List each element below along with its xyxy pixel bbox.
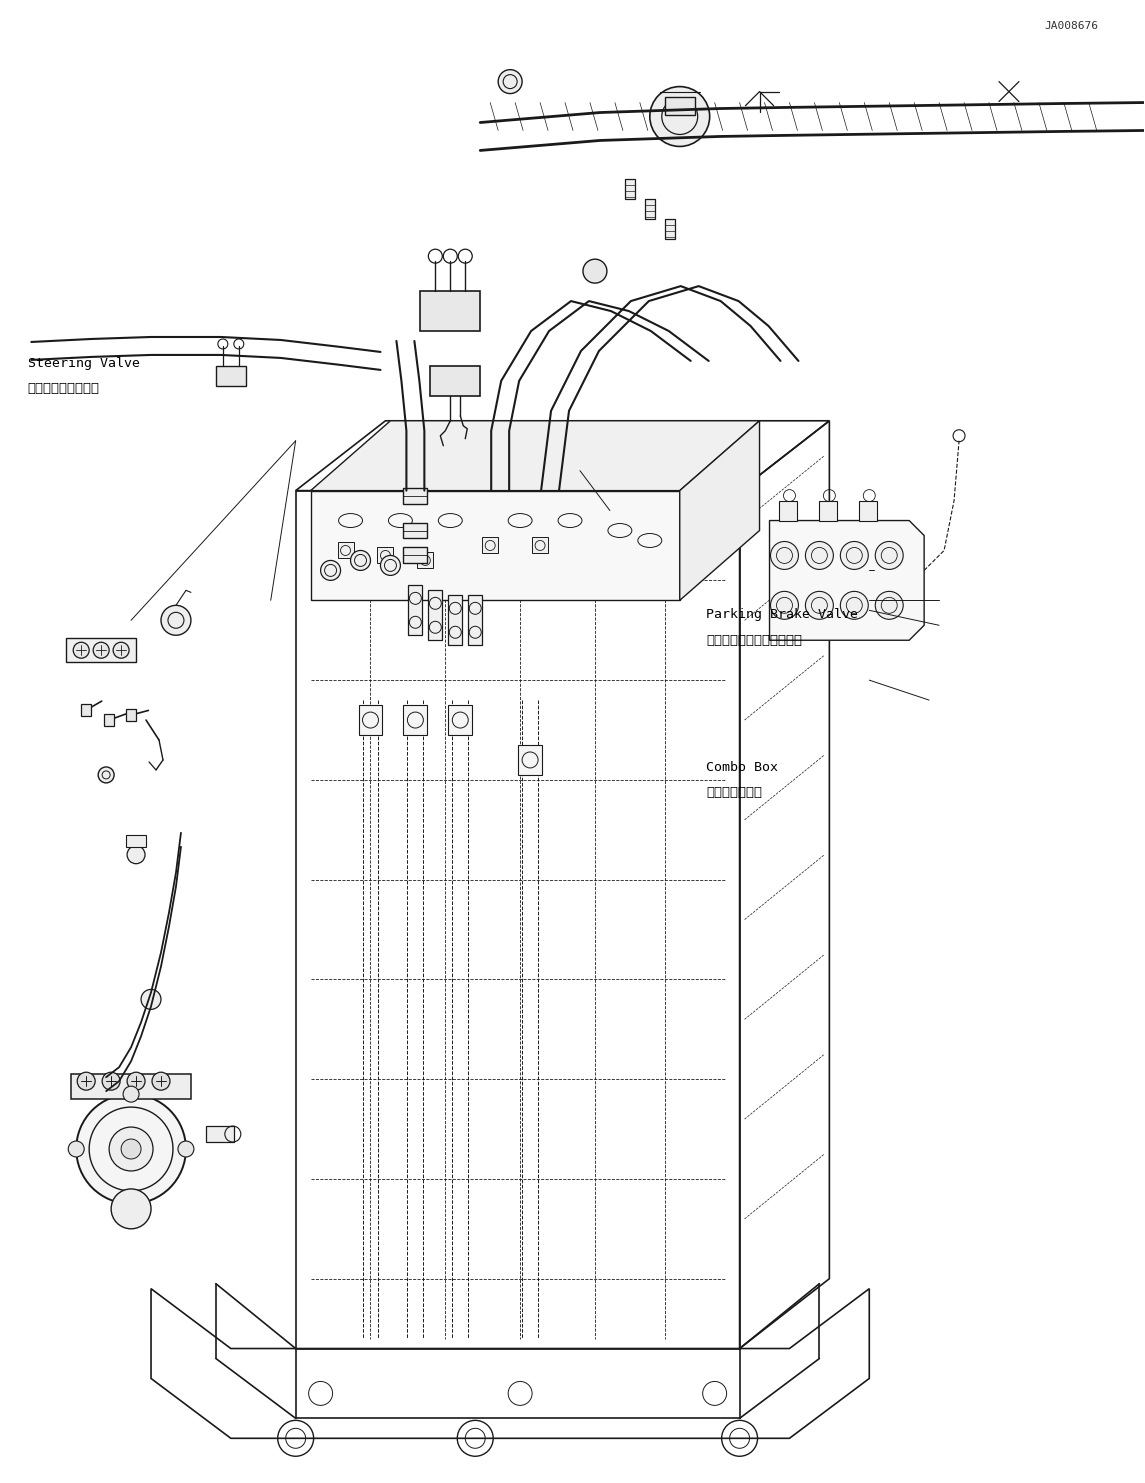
Circle shape (141, 989, 161, 1010)
Bar (403, 488, 427, 504)
Circle shape (124, 1086, 139, 1102)
Bar (126, 835, 147, 847)
Bar (104, 715, 114, 727)
Circle shape (121, 1139, 141, 1160)
Circle shape (805, 541, 834, 569)
Bar (665, 219, 674, 239)
Bar (780, 501, 797, 521)
Text: コンボボックス: コンボボックス (706, 786, 763, 799)
Bar (625, 179, 634, 199)
Circle shape (583, 260, 607, 283)
Circle shape (109, 1127, 153, 1172)
Circle shape (650, 86, 710, 147)
Circle shape (177, 1140, 194, 1157)
Polygon shape (769, 521, 924, 641)
Text: ステアリングバルブ: ステアリングバルブ (27, 383, 100, 394)
Text: Combo Box: Combo Box (706, 761, 779, 774)
Text: パーキングブレーキバルブ: パーキングブレーキバルブ (706, 633, 803, 647)
Circle shape (113, 642, 129, 658)
Bar (532, 537, 548, 553)
Circle shape (77, 1072, 95, 1090)
Circle shape (840, 592, 868, 620)
Bar (468, 595, 482, 645)
Circle shape (124, 1195, 139, 1212)
Text: JA008676: JA008676 (1044, 21, 1098, 31)
Bar (418, 553, 433, 568)
Bar (81, 704, 92, 716)
Circle shape (771, 592, 798, 620)
Bar (420, 291, 480, 331)
Circle shape (77, 1094, 185, 1204)
Bar (449, 595, 463, 645)
Bar (206, 1126, 234, 1142)
Circle shape (73, 642, 89, 658)
Bar (409, 586, 423, 635)
Bar (358, 704, 382, 736)
Circle shape (127, 845, 145, 863)
Circle shape (380, 556, 401, 575)
Bar (216, 366, 246, 386)
Bar (449, 704, 472, 736)
Bar (403, 547, 427, 564)
Circle shape (93, 642, 109, 658)
Circle shape (102, 1072, 120, 1090)
Bar (859, 501, 877, 521)
Circle shape (953, 430, 965, 442)
Bar (378, 547, 394, 564)
Circle shape (840, 541, 868, 569)
Polygon shape (310, 421, 759, 491)
Bar (66, 638, 136, 663)
Bar (338, 543, 354, 559)
Text: Steering Valve: Steering Valve (27, 357, 140, 369)
Bar (431, 366, 480, 396)
Bar (519, 744, 542, 776)
Circle shape (875, 541, 903, 569)
Bar (428, 590, 442, 641)
Circle shape (161, 605, 191, 635)
Bar (126, 709, 136, 721)
Polygon shape (680, 421, 759, 601)
Bar (71, 1074, 191, 1099)
Circle shape (127, 1072, 145, 1090)
Text: Parking Brake Valve: Parking Brake Valve (706, 608, 858, 621)
Circle shape (69, 1140, 85, 1157)
Polygon shape (310, 491, 680, 601)
Bar (645, 199, 655, 219)
Circle shape (111, 1189, 151, 1229)
Circle shape (805, 592, 834, 620)
Circle shape (875, 592, 903, 620)
Bar (482, 537, 498, 553)
Bar (403, 704, 427, 736)
Circle shape (152, 1072, 169, 1090)
Bar (665, 96, 695, 114)
Circle shape (498, 70, 522, 93)
Circle shape (350, 550, 371, 571)
Circle shape (98, 767, 115, 783)
Circle shape (321, 561, 340, 580)
Bar (820, 501, 837, 521)
Bar (403, 522, 427, 538)
Circle shape (771, 541, 798, 569)
